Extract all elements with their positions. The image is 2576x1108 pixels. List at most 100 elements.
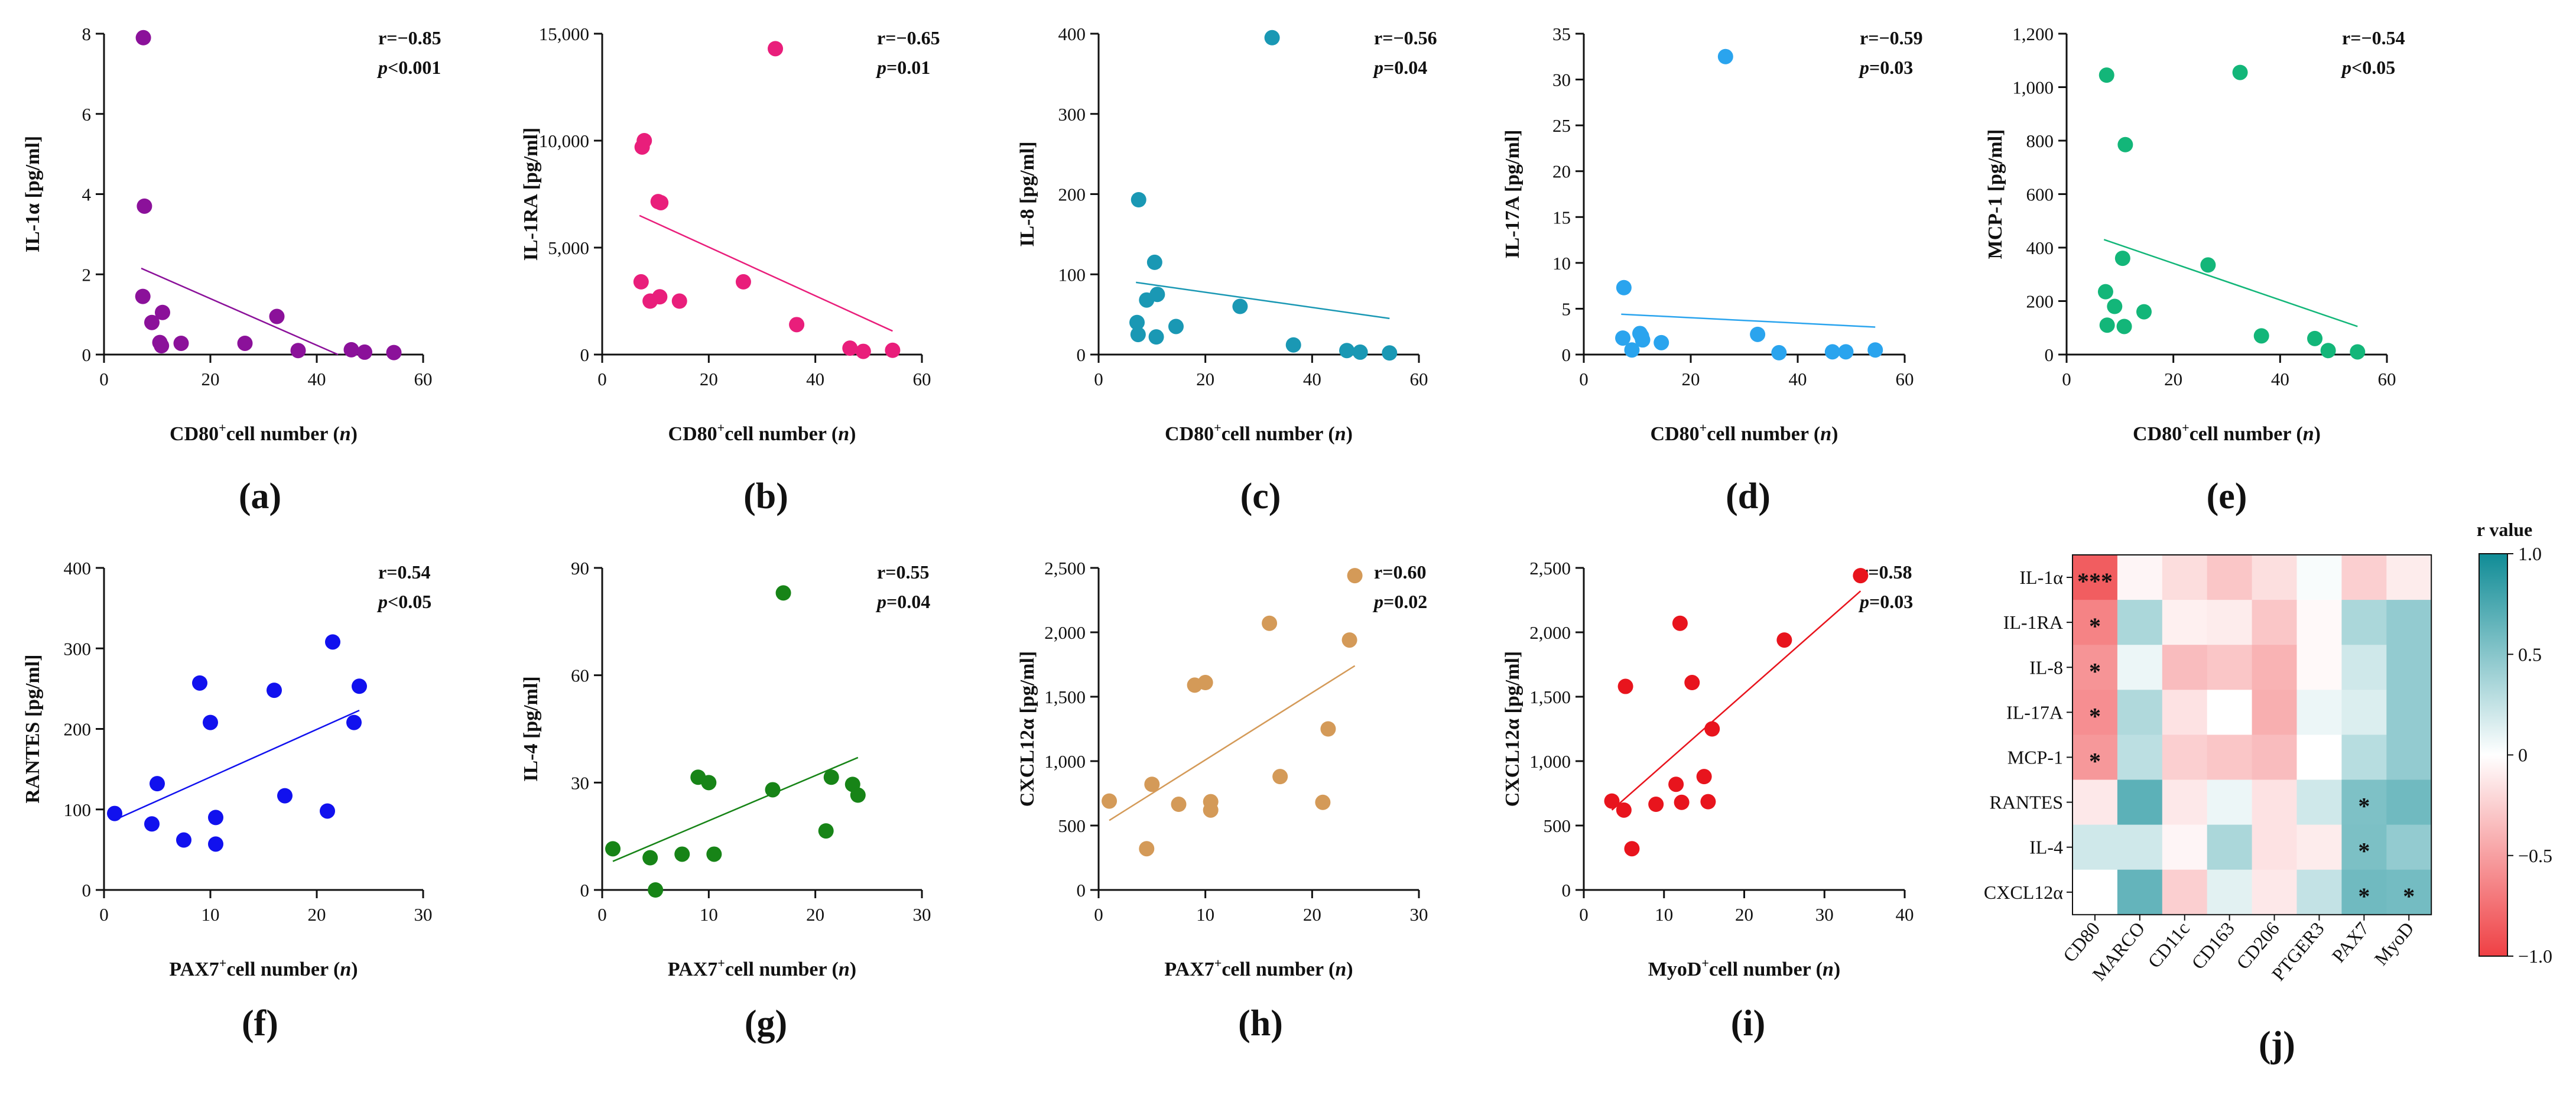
heatmap-cell bbox=[2207, 779, 2253, 826]
heatmap-cell bbox=[2117, 600, 2163, 645]
heatmap-cell bbox=[2386, 824, 2432, 870]
y-tick-label: 300 bbox=[1058, 104, 1086, 125]
data-point bbox=[237, 335, 253, 351]
x-axis-title-var: n bbox=[2303, 423, 2314, 445]
y-tick-label: 1,000 bbox=[1044, 751, 1086, 772]
data-point bbox=[1624, 841, 1640, 857]
x-axis-title-marker: CD80 bbox=[1651, 423, 1700, 445]
p-value-text: p=0.01 bbox=[875, 57, 930, 78]
y-tick-label: 100 bbox=[64, 800, 92, 820]
x-tick-label: 0 bbox=[1579, 369, 1589, 389]
data-point bbox=[1146, 254, 1162, 270]
y-tick-label: 500 bbox=[1058, 815, 1086, 836]
heatmap-cell bbox=[2252, 690, 2297, 735]
x-axis-title-text: cell number ( bbox=[725, 958, 839, 980]
data-point bbox=[2097, 284, 2113, 300]
y-tick-label: 0 bbox=[580, 345, 590, 365]
significance-star: *** bbox=[2077, 568, 2113, 594]
p-value-num: =0.01 bbox=[886, 57, 930, 78]
data-point bbox=[357, 344, 372, 360]
colorbar-tick-label: −0.5 bbox=[2518, 845, 2552, 866]
data-point bbox=[605, 841, 621, 857]
y-tick-label: 0 bbox=[1562, 880, 1571, 901]
y-tick-label: 100 bbox=[1058, 264, 1086, 285]
data-point bbox=[652, 289, 668, 305]
x-tick-label: 40 bbox=[1789, 369, 1807, 389]
x-tick-label: 60 bbox=[1896, 369, 1914, 389]
y-tick-label: 15,000 bbox=[539, 24, 589, 44]
colorbar-tick-label: 1.0 bbox=[2518, 543, 2542, 564]
y-tick-label: 15 bbox=[1552, 207, 1571, 228]
heatmap-cell bbox=[2296, 645, 2342, 690]
data-point bbox=[1149, 287, 1165, 303]
r-value-text: r=0.60 bbox=[1374, 561, 1426, 583]
heatmap-cell bbox=[2386, 555, 2432, 600]
y-tick-label: 400 bbox=[2026, 238, 2054, 258]
x-axis-title: PAX7+cell number (n) bbox=[668, 956, 856, 980]
data-point bbox=[107, 805, 122, 821]
r-value-text: r=0.58 bbox=[1860, 561, 1912, 583]
heatmap-cell bbox=[2117, 824, 2163, 870]
data-point bbox=[277, 788, 293, 804]
x-axis-title: CD80+cell number (n) bbox=[1165, 420, 1353, 445]
heatmap-cell bbox=[2117, 555, 2163, 600]
x-axis-title-text: cell number ( bbox=[1709, 958, 1823, 980]
y-axis-title: CXCL12α [pg/ml] bbox=[1016, 651, 1038, 807]
heatmap-cell bbox=[2296, 600, 2342, 645]
y-axis-title: MCP-1 [pg/ml] bbox=[1984, 129, 2006, 259]
heatmap-cell bbox=[2207, 600, 2253, 645]
panel-a: 0 2 4 6 8 0 20 40 60 CD80+cell number (n) IL-1α [p… bbox=[22, 24, 441, 516]
x-axis-title-end: ) bbox=[351, 423, 358, 445]
r-value-text: r=0.54 bbox=[378, 561, 430, 583]
p-value-var: p bbox=[875, 591, 886, 612]
data-point bbox=[1382, 345, 1398, 361]
significance-star: * bbox=[2089, 613, 2101, 639]
y-tick-label: 5,000 bbox=[548, 238, 589, 258]
data-point bbox=[653, 194, 669, 210]
heatmap-cell bbox=[2296, 735, 2342, 780]
p-value-text: p=0.04 bbox=[875, 591, 930, 612]
p-value-text: p<0.05 bbox=[376, 591, 431, 612]
x-tick-label: 20 bbox=[1196, 369, 1214, 389]
heatmap-cell bbox=[2386, 600, 2432, 645]
y-tick-label: 0 bbox=[82, 345, 92, 365]
heatmap-cell bbox=[2252, 555, 2297, 600]
x-axis-title-var: n bbox=[340, 423, 351, 445]
data-point bbox=[1824, 344, 1840, 360]
y-tick-label: 0 bbox=[1077, 880, 1086, 901]
y-tick-label: 200 bbox=[1058, 184, 1086, 205]
x-axis-title-sup: + bbox=[219, 420, 226, 435]
heatmap-cell bbox=[2207, 555, 2253, 600]
data-point bbox=[1171, 797, 1187, 813]
x-axis-title-marker: PAX7 bbox=[668, 958, 717, 980]
data-point bbox=[173, 335, 189, 351]
x-axis-title: MyoD+cell number (n) bbox=[1648, 956, 1840, 980]
y-tick-label: 200 bbox=[2026, 291, 2054, 312]
y-axis-title: IL-1α [pg/ml] bbox=[22, 136, 44, 252]
x-tick-label: 40 bbox=[1303, 369, 1321, 389]
data-point bbox=[1674, 794, 1690, 810]
x-tick-label: 0 bbox=[1094, 369, 1103, 389]
significance-star: * bbox=[2358, 838, 2370, 865]
p-value-num: =0.03 bbox=[1869, 591, 1913, 612]
heatmap-cell bbox=[2341, 555, 2387, 600]
y-tick-label: 20 bbox=[1552, 161, 1571, 182]
significance-star: * bbox=[2089, 748, 2101, 774]
data-point bbox=[1750, 326, 1766, 342]
data-point bbox=[1867, 342, 1883, 358]
x-axis-title: CD80+cell number (n) bbox=[2133, 420, 2321, 445]
y-tick-label: 0 bbox=[1562, 345, 1571, 365]
data-point bbox=[320, 803, 335, 819]
x-axis-title-var: n bbox=[839, 958, 850, 980]
data-point bbox=[818, 823, 834, 839]
data-point bbox=[885, 342, 901, 358]
heatmap-cell bbox=[2341, 645, 2387, 690]
x-axis-title-text: cell number ( bbox=[725, 423, 838, 445]
data-point bbox=[706, 846, 722, 862]
heatmap-cell bbox=[2207, 735, 2253, 780]
x-tick-label: 20 bbox=[1735, 904, 1753, 925]
x-axis-title-text: cell number ( bbox=[1222, 958, 1335, 980]
heatmap-cell bbox=[2073, 600, 2118, 645]
